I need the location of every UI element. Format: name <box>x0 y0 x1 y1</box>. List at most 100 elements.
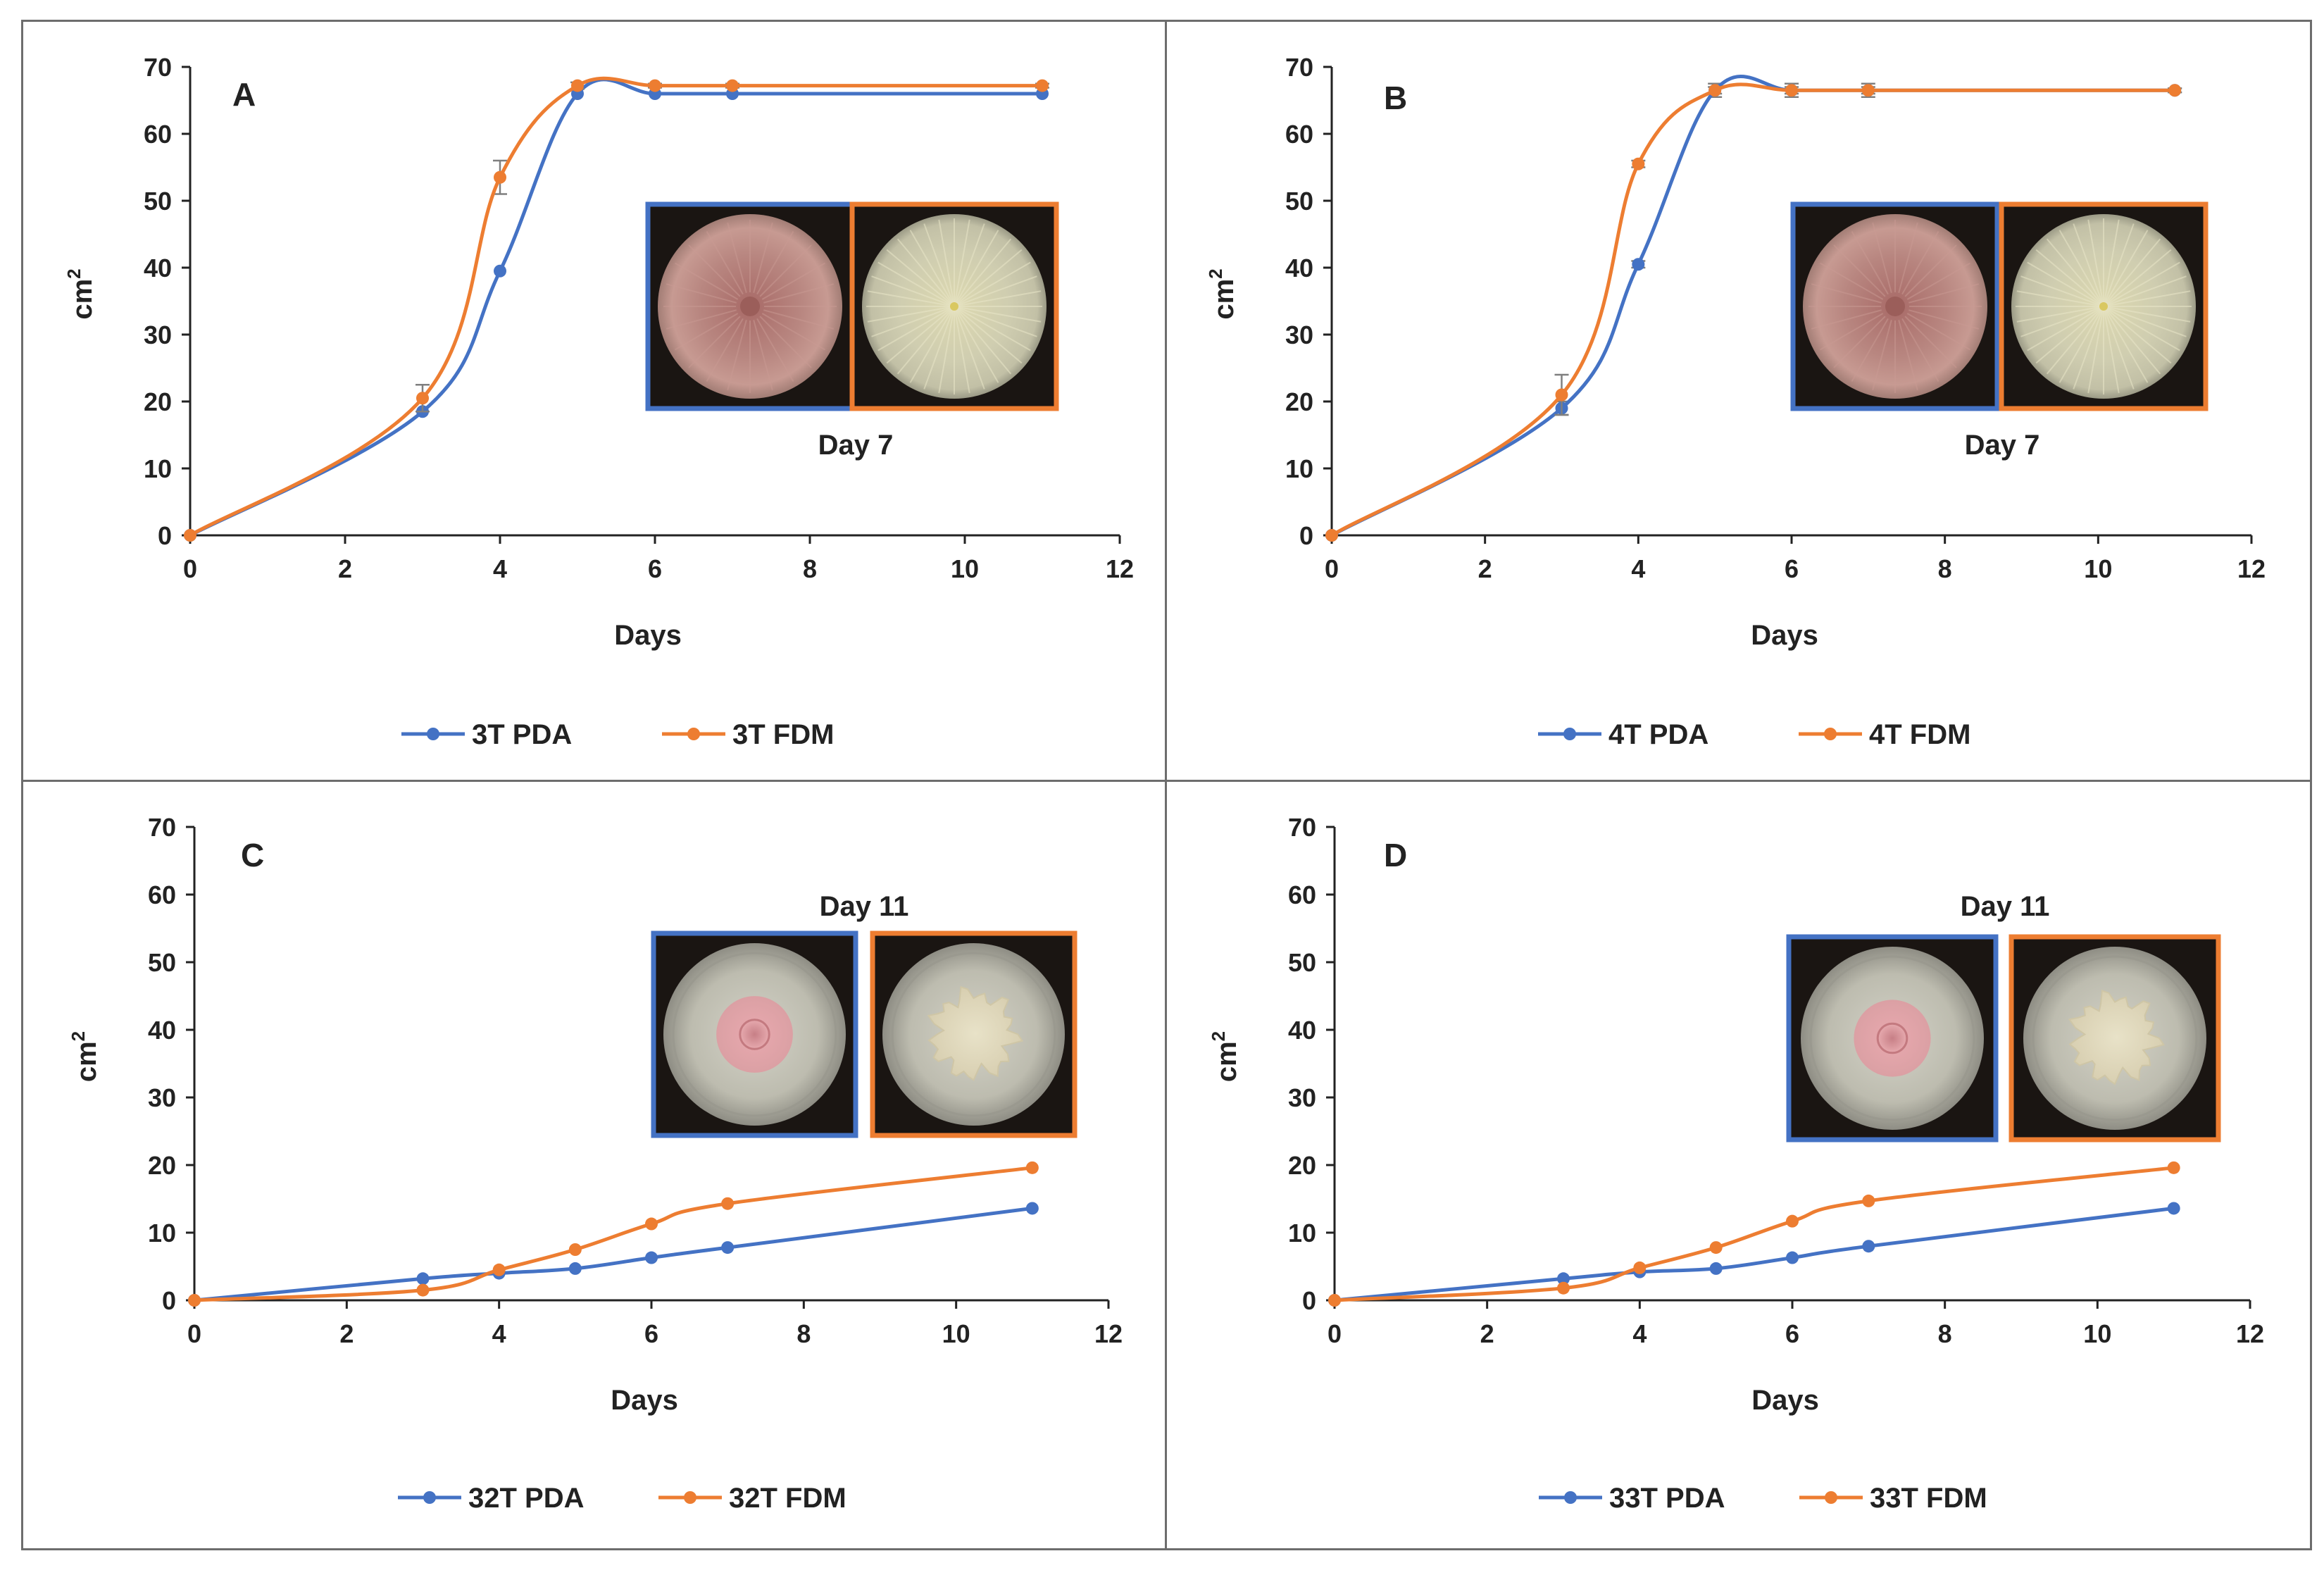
y-axis-label-superscript: 2 <box>1205 268 1226 278</box>
colony-texture <box>1851 318 1889 382</box>
colony-texture <box>674 262 739 300</box>
data-point <box>645 1251 658 1264</box>
colony-texture <box>1898 222 1918 293</box>
colony-texture <box>2103 238 2161 307</box>
x-tick-label: 10 <box>951 554 979 583</box>
inset-photo-fdm <box>870 930 1077 1138</box>
colony-texture <box>666 283 737 304</box>
colony-texture <box>2103 261 2180 307</box>
inset-caption: Day 7 <box>1965 430 2040 461</box>
y-tick-label: 0 <box>1299 521 1313 550</box>
x-tick-label: 4 <box>1632 1319 1647 1348</box>
colony-texture <box>954 238 1012 307</box>
x-tick-label: 12 <box>2236 1319 2264 1348</box>
inset-caption: Day 7 <box>818 430 894 461</box>
data-point <box>571 79 584 92</box>
photo-border <box>1790 201 2000 411</box>
data-point <box>1785 84 1798 97</box>
colony-texture <box>756 230 794 295</box>
x-tick-label: 8 <box>803 554 817 583</box>
colony-texture <box>2103 219 2120 307</box>
x-tick-label: 2 <box>1478 554 1492 583</box>
colony-texture <box>1906 313 1971 351</box>
y-axis-label: cm2 <box>1205 268 1239 319</box>
colony-texture <box>2059 230 2104 307</box>
series-33t-fdm <box>1328 1161 2180 1307</box>
y-tick-label: 20 <box>144 387 172 416</box>
colony-texture <box>1901 318 1939 382</box>
y-axis-label: cm2 <box>68 1031 102 1082</box>
colony-texture <box>1811 283 1882 304</box>
series-line <box>189 76 1042 537</box>
colony-texture <box>1851 230 1889 295</box>
x-tick-label: 2 <box>1480 1319 1494 1348</box>
panel-letter: C <box>241 837 264 873</box>
series-line <box>1334 1166 2174 1302</box>
data-point <box>188 1294 201 1307</box>
colony-texture <box>867 306 955 323</box>
x-tick-label: 8 <box>1938 1319 1952 1348</box>
y-tick-label: 10 <box>1285 454 1313 483</box>
colony-texture <box>2073 223 2104 307</box>
colony-texture <box>2103 306 2149 383</box>
inset-photo-pda <box>645 201 855 411</box>
panel-letter: B <box>1384 80 1407 116</box>
colony-texture <box>909 230 955 307</box>
colony-texture <box>897 306 955 375</box>
data-point <box>1633 1261 1647 1274</box>
colony-texture <box>954 261 1031 307</box>
colony-texture <box>1819 262 1884 300</box>
colony-center <box>950 302 958 311</box>
legend-label: 33T PDA <box>1609 1483 1725 1514</box>
series-3t-fdm <box>184 76 1049 542</box>
colony-texture <box>1819 313 1884 351</box>
data-point <box>649 79 661 92</box>
data-point <box>2167 1161 2180 1174</box>
data-point <box>721 1241 735 1255</box>
y-tick-label: 40 <box>144 254 172 282</box>
panel-letter: D <box>1384 837 1407 873</box>
x-tick-label: 6 <box>644 1319 658 1348</box>
x-axis-label: Days <box>611 1385 678 1416</box>
colony-texture <box>1811 309 1882 330</box>
legend-label: 4T FDM <box>1869 719 1970 750</box>
colony-texture <box>2103 230 2149 307</box>
y-tick-label: 10 <box>148 1219 176 1247</box>
photo-border <box>870 930 1077 1138</box>
colony-texture <box>2103 306 2191 323</box>
data-point <box>1025 1161 1039 1174</box>
colony-center <box>1885 297 1905 316</box>
colony-texture <box>954 306 985 390</box>
y-tick-label: 60 <box>1285 120 1313 149</box>
legend: 33T PDA 33T FDM <box>1539 1483 1987 1514</box>
colony-texture <box>688 316 741 368</box>
x-axis-label: Days <box>1751 1385 1819 1416</box>
colony-texture <box>2087 219 2104 307</box>
data-point <box>1786 1251 1799 1264</box>
colony-texture <box>2027 306 2104 351</box>
y-axis-label-superscript: 2 <box>1208 1031 1229 1041</box>
petri-dish-pink-colony-icon <box>1854 1000 1931 1077</box>
colony-texture <box>2035 306 2104 364</box>
y-tick-label: 60 <box>1288 880 1316 909</box>
x-tick-label: 2 <box>338 554 352 583</box>
colony-center <box>740 297 760 316</box>
legend: 3T PDA 3T FDM <box>401 719 834 750</box>
colony-texture <box>897 238 955 307</box>
colony-texture <box>666 309 737 330</box>
x-tick-label: 6 <box>648 554 662 583</box>
y-tick-label: 40 <box>1285 254 1313 282</box>
legend-label: 3T FDM <box>732 719 834 750</box>
y-axis-label-base: cm <box>67 279 98 320</box>
series-4t-fdm <box>1325 82 2182 542</box>
series-line <box>194 1206 1033 1302</box>
colony-texture <box>1898 320 1918 391</box>
x-tick-label: 12 <box>1106 554 1134 583</box>
petri-dish-rim <box>672 952 837 1117</box>
colony-texture <box>954 290 1042 307</box>
colony-texture <box>909 306 955 383</box>
y-tick-label: 40 <box>148 1016 176 1045</box>
y-tick-label: 30 <box>144 320 172 349</box>
legend: 32T PDA 32T FDM <box>398 1483 846 1514</box>
